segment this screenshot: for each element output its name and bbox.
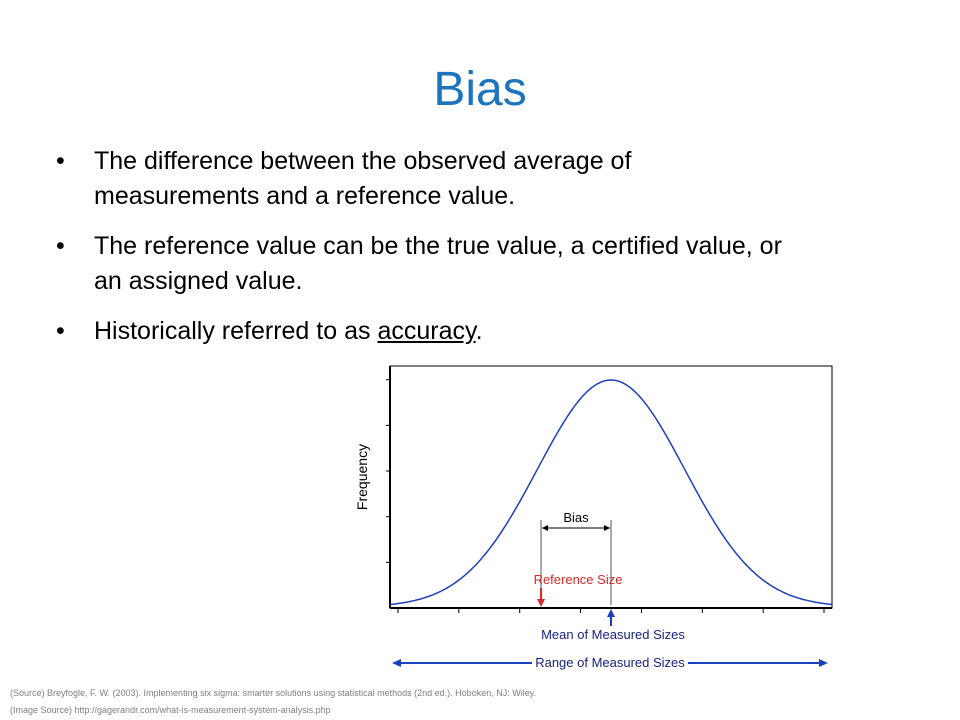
reference-arrow-head [537,599,546,607]
bullet-text: Historically referred to as [94,317,378,345]
bullet-dot: • [56,317,65,345]
bullet-list: • The difference between the observed av… [56,144,916,364]
slide-title: Bias [433,63,527,116]
bullet-item: • The difference between the observed av… [56,144,916,214]
bias-chart: Frequency Bias Reference Size Mean of Measu… [354,365,833,670]
bias-label: Bias [563,510,589,525]
range-label: Range of Measured Sizes [535,655,685,670]
bullet-line: an assigned value. [94,267,303,295]
source-citation: (Source) Breyfogle, F. W. (2003). Implem… [10,688,537,698]
accuracy-term: accuracy [377,317,476,345]
y-axis-label: Frequency [354,444,370,510]
bias-arrow-left [542,525,549,531]
bullet-line: The difference between the observed aver… [94,147,632,175]
bias-arrow-right [604,525,610,531]
image-source-citation: (Image Source) http://gagerandr.com/what… [10,705,331,715]
bullet-line: Historically referred to as accuracy. [94,314,916,349]
bullet-suffix: . [475,317,483,345]
bullet-item: • The reference value can be the true va… [56,229,916,299]
bullet-item: • Historically referred to as accuracy. [56,314,916,349]
bullet-line: The reference value can be the true valu… [94,232,782,260]
bias-figure: Frequency Bias Reference Size Mean of Measu… [340,360,860,680]
range-arrow-right [819,659,828,667]
reference-size-label: Reference Size [534,572,623,587]
mean-arrow-head [607,609,615,617]
bullet-dot: • [56,147,65,175]
range-arrow-left [392,659,401,667]
frequency-curve [389,379,833,606]
footnotes: (Source) Breyfogle, F. W. (2003). Implem… [10,685,950,719]
bullet-dot: • [56,232,65,260]
mean-label: Mean of Measured Sizes [541,627,685,642]
bullet-line: measurements and a reference value. [94,182,516,210]
